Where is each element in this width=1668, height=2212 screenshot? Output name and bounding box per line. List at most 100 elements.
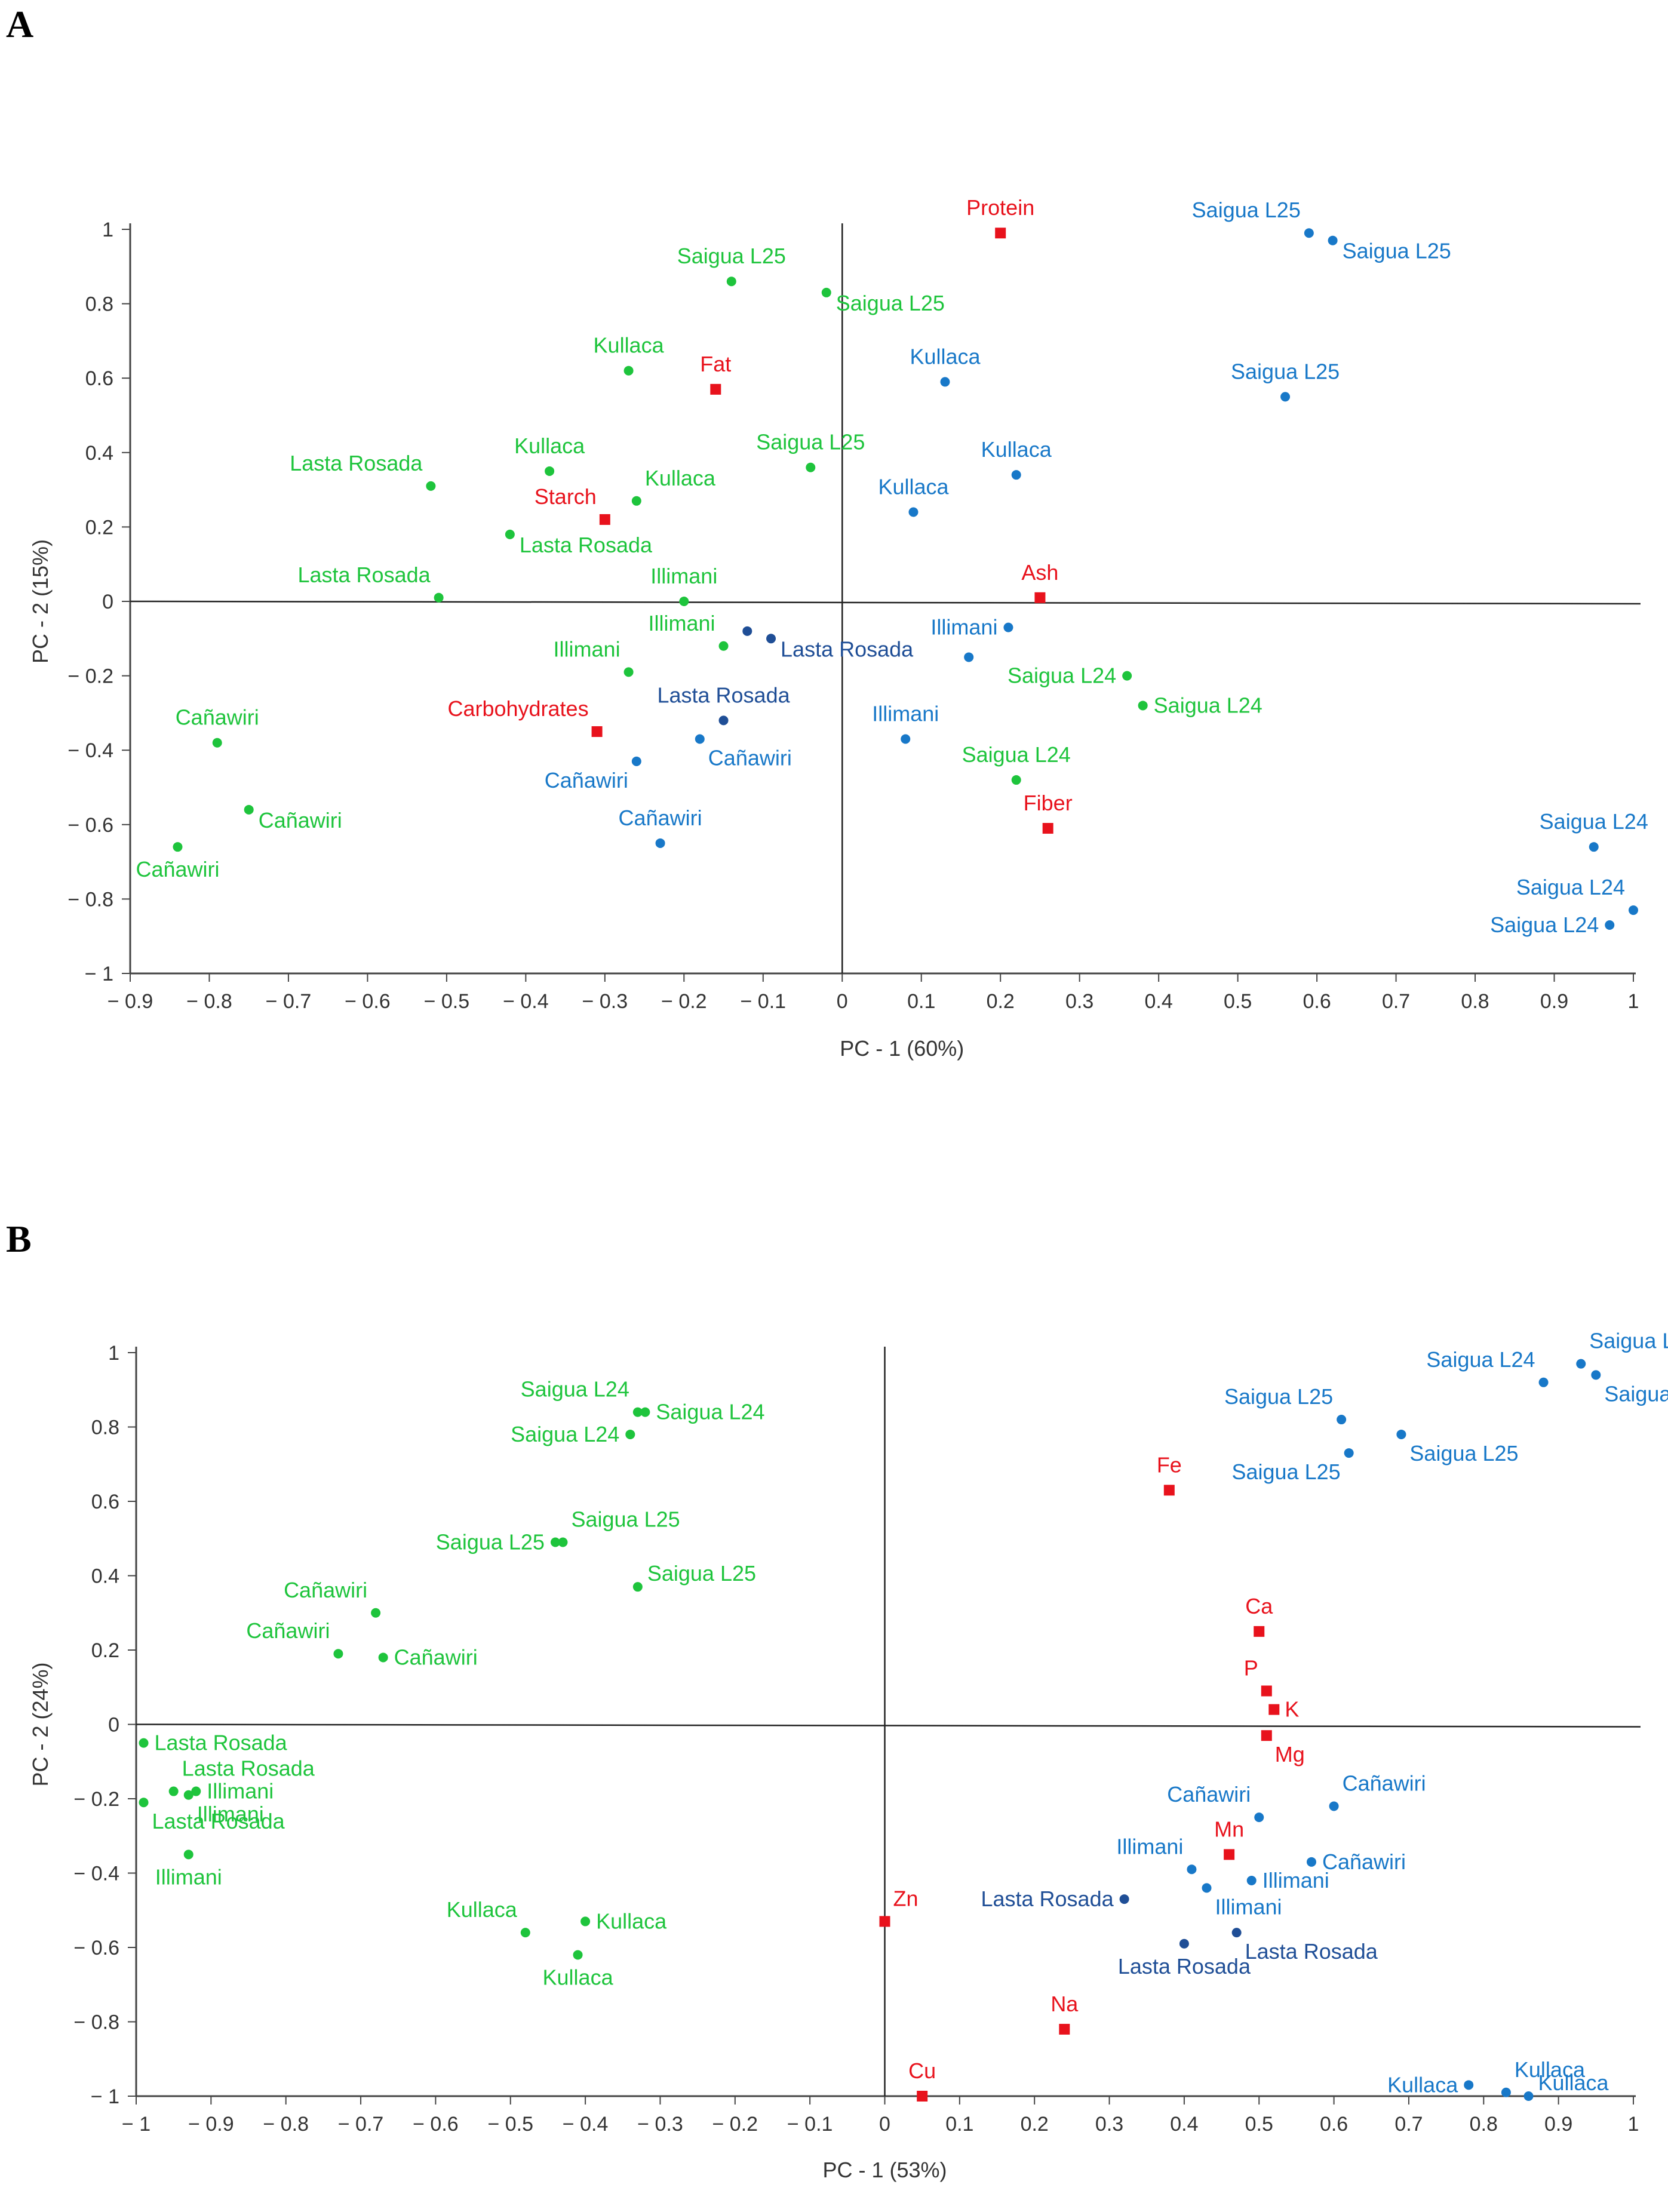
variable-label: P [1244,1655,1258,1680]
sample-point [766,634,776,644]
sample-point [1306,1857,1316,1867]
sample-point [742,626,752,636]
y-tick-label: − 0.6 [73,1937,119,1959]
sample-point [183,1850,193,1860]
sample-label: Lasta Rosada [657,683,790,707]
sample-label: Saigua L25 [836,291,945,315]
y-tick-label: − 0.4 [73,1863,119,1885]
sample-point [1179,1938,1189,1949]
sample-label: Saigua L24 [656,1400,764,1424]
sample-point [545,466,555,476]
sample-label: Illimani [155,1864,222,1889]
variable-point [1163,1485,1175,1496]
x-tick-label: − 1 [122,2113,150,2136]
x-tick-label: − 0.3 [637,2113,683,2136]
pca-chart-b: − 1 − 0.9 − 0.8 − 0.7 − 0.6 − 0.5 − 0.4 − 0.3 − … [28,1329,1668,2182]
sample-point [623,667,634,677]
sample-label: Illimani [872,702,939,726]
sample-label: Illimani [1116,1834,1183,1858]
x-axis-label: PC - 1 (53%) [822,2158,947,2182]
sample-label: Saigua L25 [571,1507,680,1531]
sample-label: Kullaca [1538,2070,1609,2095]
sample-label: Kullaca [594,333,665,358]
x-tick-label: 0.5 [1224,990,1252,1013]
x-tick-label: 0.4 [1145,990,1173,1013]
sample-label: Lasta Rosada [781,637,914,661]
sample-label: Saigua L24 [511,1422,619,1446]
sample-point [718,641,729,651]
sample-point [1011,775,1021,785]
variable-label: Ca [1245,1594,1273,1618]
x-tick-label: − 0.1 [741,990,787,1013]
sample-label: Lasta Rosada [1118,1954,1251,1978]
sample-point [1464,2080,1474,2090]
x-tick-label: − 0.4 [503,990,549,1013]
sample-point [901,734,911,744]
sample-point [964,652,974,662]
sample-point [1328,235,1338,245]
sample-point [1187,1864,1197,1875]
sample-point [1591,1370,1601,1380]
sample-label: Saigua L24 [1426,1347,1535,1372]
x-tick-label: 0.5 [1245,2113,1273,2136]
variable-point [1224,1849,1235,1860]
sample-label: Cañawiri [259,808,342,832]
sample-point [183,1790,193,1800]
sample-point [1202,1883,1212,1893]
sample-label: Kullaca [543,1965,614,1989]
variable-point [1261,1685,1272,1697]
x-tick-label: − 0.1 [787,2113,833,2136]
sample-label: Lasta Rosada [1245,1939,1378,1964]
sample-label: Saigua L25 [1224,1384,1333,1409]
sample-point [333,1649,343,1659]
sample-point [695,734,705,744]
sample-point [1629,905,1638,915]
zero-line-horizontal [130,600,1641,605]
x-tick-label: 0.8 [1461,990,1489,1013]
y-tick-label: 0 [102,591,113,613]
variable-point [1042,823,1053,834]
sample-point [1119,1894,1129,1904]
variable-point [591,726,603,738]
sample-point [1344,1448,1354,1458]
sample-label: Cañawiri [284,1578,367,1602]
sample-point [558,1537,568,1547]
y-tick-label: 0 [108,1714,119,1737]
sample-point [173,842,183,852]
y-axis-label: PC - 2 (24%) [28,1662,53,1786]
sample-point [631,756,641,766]
x-tick-label: − 0.9 [107,990,153,1013]
sample-point [806,462,816,472]
x-tick-label: − 0.9 [188,2113,234,2136]
variable-point [599,514,610,525]
sample-point [191,1786,201,1796]
sample-point [1605,920,1615,930]
y-tick-label: 0.6 [91,1491,119,1513]
sample-point [1589,842,1599,852]
sample-label: Saigua L25 [1343,239,1451,263]
x-tick-label: 0.3 [1065,990,1093,1013]
sample-point [580,1916,591,1927]
sample-point [726,276,736,287]
sample-point [625,1429,635,1439]
x-tick-label: 0.7 [1382,990,1410,1013]
x-tick-label: 0 [879,2113,890,2136]
x-tick-label: 1 [1628,2113,1639,2136]
sample-point [821,287,831,297]
sample-point [1501,2087,1511,2097]
x-tick-label: 0.9 [1540,990,1568,1013]
x-tick-label: − 0.8 [186,990,232,1013]
sample-label: Saigua L25 [1192,198,1301,222]
x-axis-label: PC - 1 (60%) [840,1036,964,1061]
zero-line-horizontal [136,1723,1641,1728]
sample-point [1396,1429,1406,1439]
sample-point [434,592,444,603]
x-tick-label: 0.2 [1021,2113,1049,2136]
x-tick-label: − 0.3 [582,990,628,1013]
sample-point [640,1407,650,1417]
sample-point [244,804,254,815]
sample-label: Saigua L24 [1604,1381,1668,1406]
sample-label: Kullaca [596,1909,667,1933]
sample-label: Saigua L25 [647,1561,756,1586]
sample-point [378,1652,388,1663]
